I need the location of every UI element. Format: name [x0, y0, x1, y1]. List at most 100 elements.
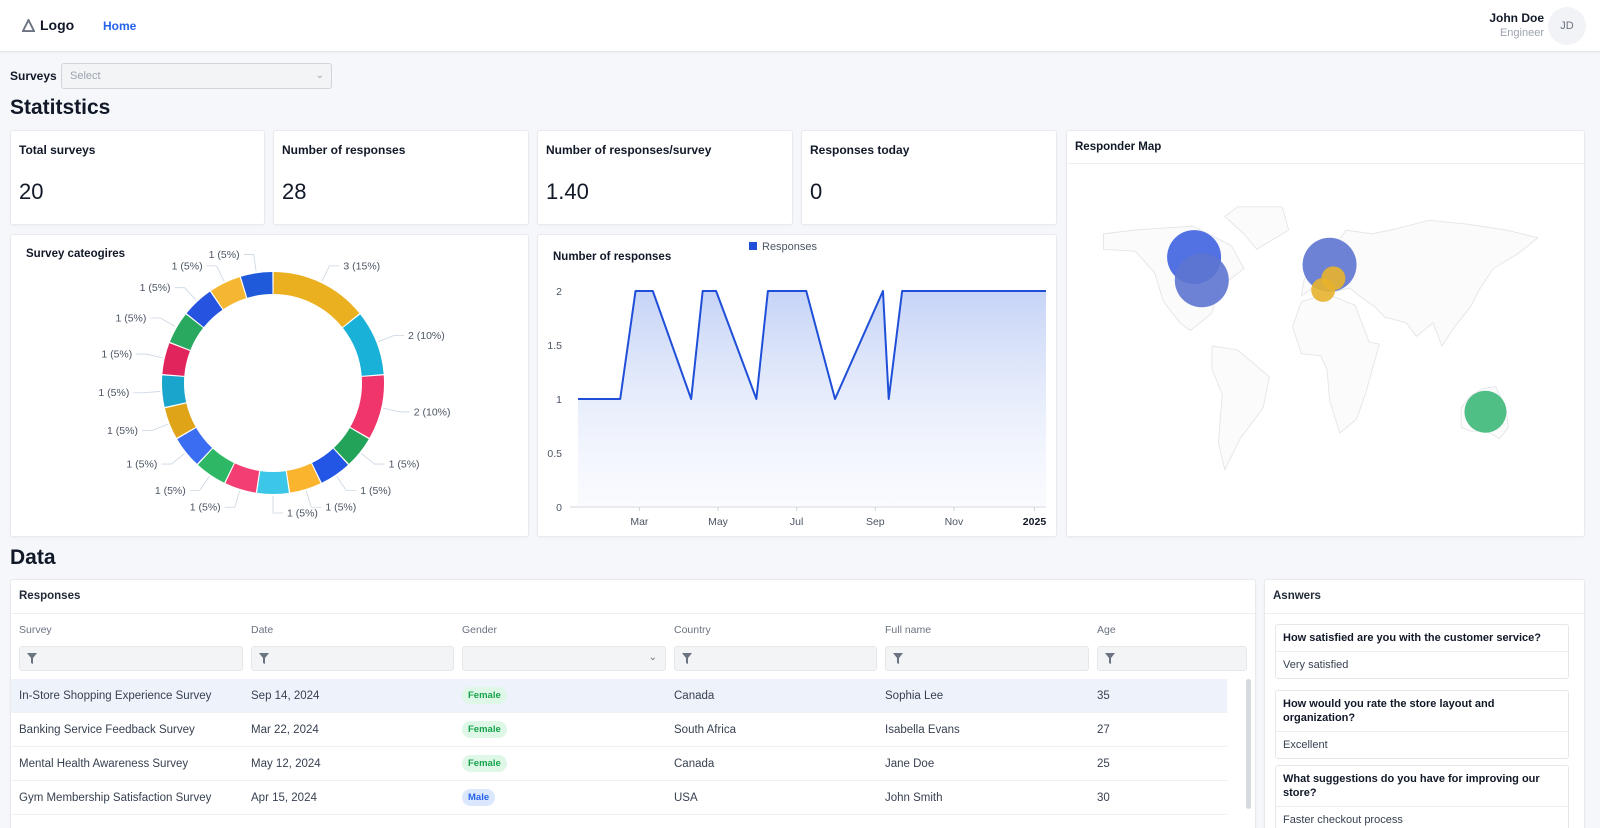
donut-label: 1 (5%): [389, 459, 420, 471]
legend-label: Responses: [762, 241, 818, 253]
y-tick-label: 1: [556, 394, 562, 406]
stat-title: Number of responses/survey: [546, 143, 712, 157]
table-scrollbar[interactable]: [1246, 679, 1251, 809]
stat-card-total-surveys: Total surveys 20: [10, 130, 265, 225]
table-row[interactable]: Gym Membership Satisfaction Survey Apr 1…: [11, 781, 1227, 815]
donut-slice: [257, 471, 289, 494]
user-name: John Doe: [1489, 11, 1544, 25]
responder-map[interactable]: [1067, 131, 1586, 538]
donut-slice: [240, 272, 273, 298]
answer-value: Faster checkout process: [1283, 814, 1403, 826]
table-row[interactable]: Banking Service Feedback Survey Mar 22, …: [11, 713, 1227, 747]
cell-age: 25: [1097, 758, 1110, 770]
country-shape: [1211, 345, 1270, 472]
responses-line: [578, 290, 1046, 400]
stat-value: 28: [282, 179, 307, 204]
column-header-survey[interactable]: Survey: [19, 624, 52, 636]
donut-leader-line: [189, 476, 210, 491]
donut-label: 1 (5%): [115, 313, 146, 325]
donut-leader-line: [150, 317, 176, 327]
chevron-down-icon: ⌄: [315, 70, 324, 81]
responder-bubble: [1311, 277, 1336, 302]
donut-label: 1 (5%): [155, 485, 186, 497]
donut-leader-line: [224, 490, 241, 508]
cell-age: 27: [1097, 724, 1110, 736]
cell-full-name: Sophia Lee: [885, 690, 944, 702]
donut-leader-line: [206, 265, 225, 282]
x-tick-label: Jul: [790, 516, 803, 528]
y-tick-label: 0.5: [547, 448, 562, 460]
donut-leader-line: [383, 407, 410, 413]
country-shape: [1224, 206, 1290, 250]
donut-leader-line: [136, 353, 163, 359]
donut-slice: [164, 402, 196, 438]
cell-survey: Mental Health Awareness Survey: [19, 758, 189, 770]
donut-label: 3 (15%): [343, 260, 380, 272]
x-tick-label: May: [708, 516, 729, 528]
responses-line-chart: 0 0.5 1 1.5 2 Mar May Jul Sep Nov 2025 Responses: [547, 241, 1046, 528]
table-row[interactable]: In-Store Shopping Experience Survey Sep …: [11, 679, 1227, 713]
cell-survey: In-Store Shopping Experience Survey: [19, 690, 212, 702]
cell-date: May 12, 2024: [251, 758, 321, 770]
nav-home-link[interactable]: Home: [103, 19, 137, 33]
cell-date: Mar 22, 2024: [251, 724, 319, 736]
survey-filter-input[interactable]: [19, 646, 243, 671]
donut-slice: [311, 448, 349, 483]
y-tick-label: 1.5: [547, 340, 562, 352]
donut-leader-line: [161, 453, 185, 465]
logo[interactable]: Logo: [22, 17, 74, 33]
donut-slice: [286, 463, 321, 493]
stat-value: 20: [19, 179, 44, 204]
donut-leader-line: [321, 265, 340, 282]
column-header-full-name[interactable]: Full name: [885, 624, 932, 636]
answer-value: Excellent: [1283, 739, 1328, 751]
donut-label: 1 (5%): [126, 459, 157, 471]
donut-leader-line: [336, 476, 357, 491]
donut-leader-line: [361, 453, 385, 465]
filter-icon: [893, 653, 903, 664]
column-header-age[interactable]: Age: [1097, 624, 1116, 636]
cell-age: 35: [1097, 690, 1110, 702]
donut-leader-line: [133, 391, 161, 394]
filter-icon: [682, 653, 692, 664]
statistics-heading: Statitstics: [10, 96, 111, 119]
surveys-select[interactable]: Select ⌄: [61, 63, 332, 89]
donut-leader-line: [378, 335, 405, 343]
gender-filter-select[interactable]: ⌄: [462, 646, 666, 671]
table-row[interactable]: Mental Health Awareness Survey May 12, 2…: [11, 747, 1227, 781]
donut-slice: [186, 291, 223, 328]
date-filter-input[interactable]: [251, 646, 454, 671]
age-filter-input[interactable]: [1097, 646, 1247, 671]
responder-bubble: [1464, 390, 1507, 433]
donut-slice: [333, 427, 369, 464]
donut-leader-line: [141, 423, 168, 431]
responses-table-title: Responses: [11, 580, 1255, 614]
top-bar: Logo Home John Doe Engineer JD: [0, 0, 1600, 52]
column-header-date[interactable]: Date: [251, 624, 274, 636]
answer-value: Very satisfied: [1283, 659, 1349, 671]
cell-full-name: John Smith: [885, 792, 943, 804]
donut-slice: [162, 343, 191, 377]
country-filter-input[interactable]: [674, 646, 877, 671]
donut-slice: [169, 314, 204, 351]
answer-item: How satisfied are you with the customer …: [1275, 624, 1569, 679]
area-fill: [578, 291, 1046, 507]
cell-country: Canada: [674, 690, 715, 702]
cell-full-name: Isabella Evans: [885, 724, 960, 736]
donut-label: 1 (5%): [190, 502, 221, 514]
responses-chart-title: Number of responses: [553, 251, 672, 263]
responses-table-card: Responses Survey Date Gender Country Ful…: [10, 579, 1256, 828]
stat-value: 1.40: [546, 179, 589, 204]
answer-item: How would you rate the store layout and …: [1275, 690, 1569, 759]
column-header-gender[interactable]: Gender: [462, 624, 498, 636]
full-name-filter-input[interactable]: [885, 646, 1089, 671]
column-header-country[interactable]: Country: [674, 624, 711, 636]
cell-survey: Banking Service Feedback Survey: [19, 724, 195, 736]
x-tick-label: Mar: [630, 516, 649, 528]
donut-slice: [162, 375, 187, 408]
user-info[interactable]: John Doe Engineer: [1489, 11, 1544, 39]
stat-value: 0: [810, 179, 823, 204]
gender-badge: Female: [462, 755, 507, 772]
cell-date: Sep 14, 2024: [251, 690, 320, 702]
avatar[interactable]: JD: [1548, 7, 1586, 45]
